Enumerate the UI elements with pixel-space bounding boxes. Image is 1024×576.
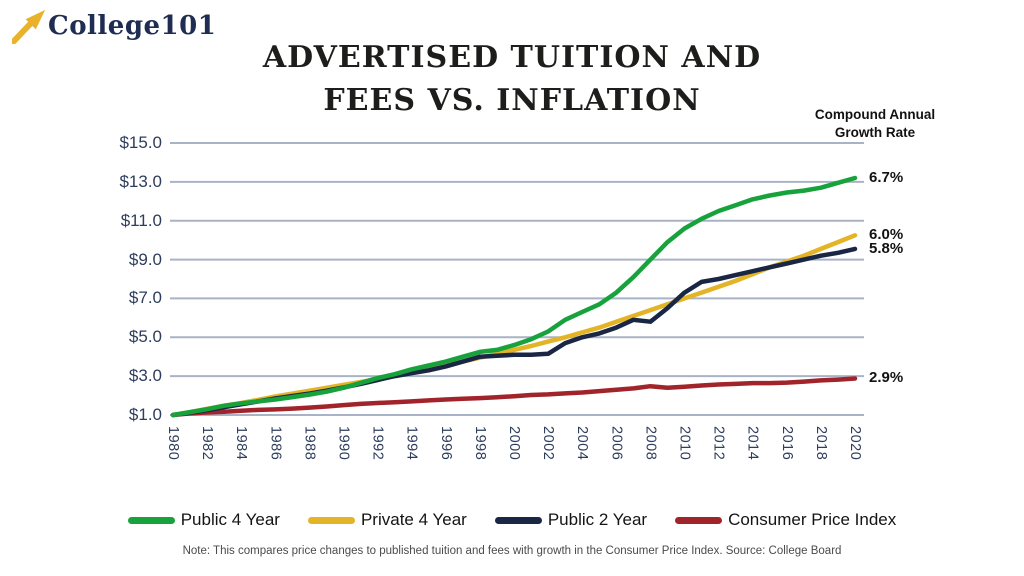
x-axis-label: 2002 (540, 426, 557, 461)
source-note: Note: This compares price changes to pub… (182, 545, 842, 557)
x-axis-label: 1982 (199, 426, 216, 461)
x-axis-label: 2006 (608, 426, 625, 461)
y-axis-label: $11.0 (120, 210, 162, 230)
logo-text: College101 (48, 11, 217, 41)
cagr-label-cpi: 2.9% (869, 369, 904, 387)
legend-label-private-4-year: Private 4 Year (360, 510, 467, 529)
x-axis-label: 2020 (847, 426, 863, 461)
legend-item-public-4-year: Public 4 Year (127, 510, 280, 530)
y-axis-label: $9.0 (128, 249, 162, 269)
x-axis-label: 1988 (301, 426, 318, 461)
legend-item-cpi: Consumer Price Index (675, 510, 896, 530)
logo: College101 (12, 8, 216, 44)
y-axis-label: $5.0 (128, 327, 162, 347)
cagr-header-line1: Compound Annual (814, 107, 936, 122)
x-axis-label: 2008 (642, 426, 659, 461)
legend-item-private-4-year: Private 4 Year (307, 510, 467, 530)
x-axis-label: 2016 (778, 426, 795, 461)
public-4-year-line (170, 175, 858, 418)
legend-swatch-private-4-year (307, 516, 355, 524)
private-4-year-line (170, 233, 858, 418)
x-axis-label: 1990 (335, 426, 352, 461)
cagr-label-private-4-year: 6.0% (869, 226, 904, 244)
cagr-label-public-4-year: 6.7% (869, 168, 904, 186)
page-title: ADVERTISED TUITION AND FEES VS. INFLATIO… (0, 36, 1024, 122)
legend-label-public-2-year: Public 2 Year (547, 510, 648, 529)
x-axis-label: 1986 (267, 426, 284, 461)
legend-label-public-4-year: Public 4 Year (180, 510, 280, 529)
cagr-label-public-2-year: 5.8% (869, 239, 904, 257)
y-axis-label: $7.0 (128, 288, 162, 308)
page-title-line2: FEES VS. INFLATION (323, 83, 701, 118)
legend: Public 4 Year Private 4 Year Public 2 Ye… (0, 510, 1024, 530)
cagr-header: Compound Annual Growth Rate (795, 106, 955, 142)
x-axis-label: 1994 (403, 426, 420, 461)
consumer-price-index-line (170, 376, 858, 418)
cagr-header-line2: Growth Rate (834, 125, 916, 140)
legend-item-public-2-year: Public 2 Year (494, 510, 648, 530)
y-axis-label: $3.0 (128, 366, 162, 386)
x-axis-label: 1998 (471, 426, 488, 461)
x-axis-label: 1992 (369, 426, 386, 461)
y-axis-label: $13.0 (119, 171, 162, 191)
legend-swatch-public-2-year (494, 516, 542, 524)
x-axis-label: 1980 (165, 426, 181, 461)
legend-label-cpi: Consumer Price Index (728, 510, 897, 529)
legend-swatch-cpi (675, 516, 723, 524)
chart-plot-area (170, 142, 864, 418)
x-axis-label: 2010 (676, 426, 693, 461)
y-axis-label: $1.0 (128, 405, 162, 424)
x-axis-label: 2000 (506, 426, 522, 461)
x-axis-label: 2018 (812, 426, 829, 461)
x-axis-label: 1984 (233, 426, 250, 461)
x-axis-label: 2014 (744, 426, 761, 461)
x-axis-label: 1996 (437, 426, 454, 461)
page-title-line1: ADVERTISED TUITION AND (262, 40, 762, 75)
x-axis-label: 2004 (574, 426, 591, 461)
logo-arrow-icon (12, 9, 46, 44)
legend-swatch-public-4-year (127, 516, 175, 524)
y-axis-label: $15.0 (119, 133, 162, 152)
x-axis-label: 2012 (710, 426, 727, 461)
